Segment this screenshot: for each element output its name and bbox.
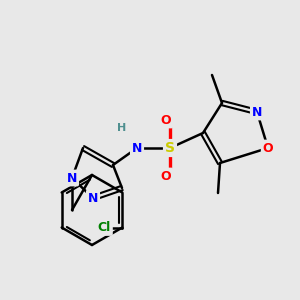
Text: Cl: Cl <box>98 221 111 234</box>
Text: N: N <box>67 172 77 184</box>
Text: O: O <box>161 169 171 182</box>
Text: O: O <box>263 142 273 154</box>
Text: N: N <box>132 142 142 154</box>
Text: S: S <box>165 141 175 155</box>
Text: O: O <box>161 113 171 127</box>
Text: N: N <box>252 106 262 118</box>
Text: H: H <box>117 123 127 133</box>
Text: N: N <box>88 191 98 205</box>
